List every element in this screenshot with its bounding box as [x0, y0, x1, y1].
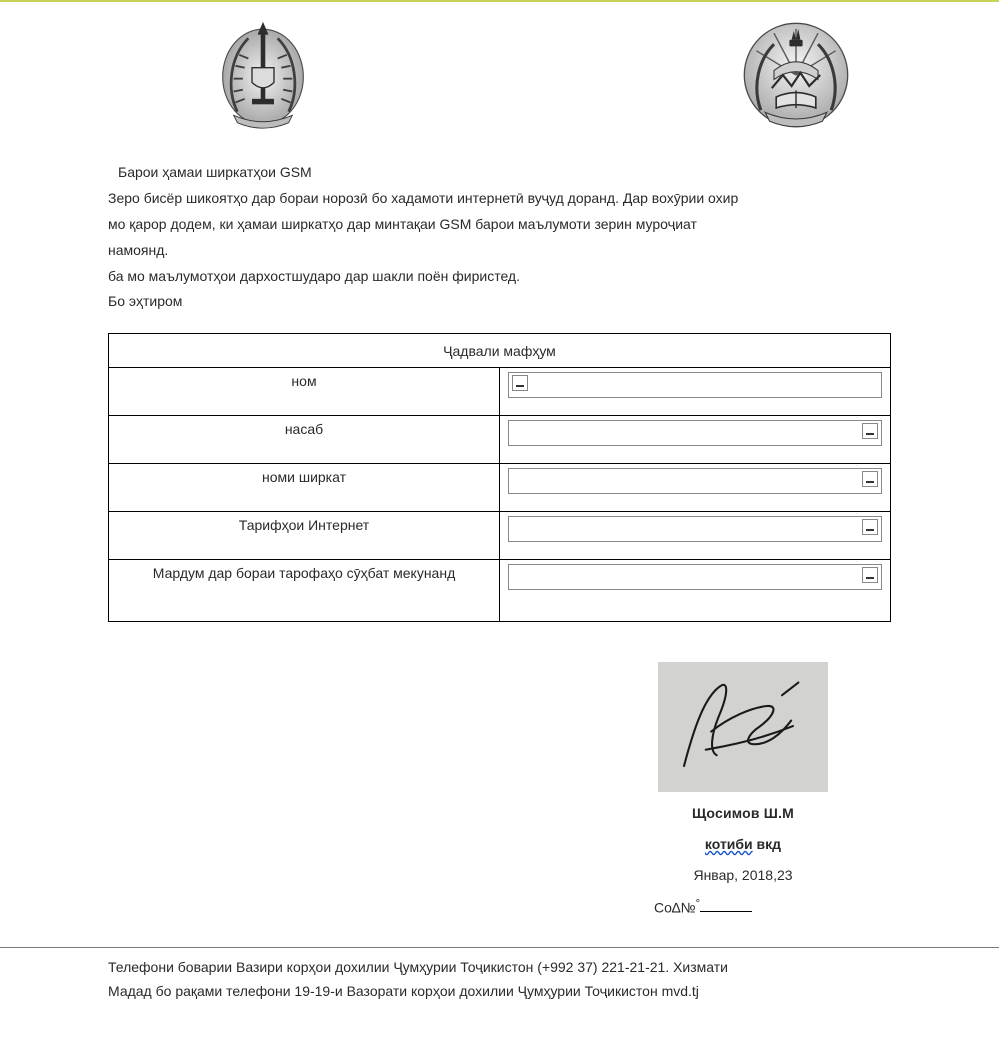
signature-code-label: Со∆№ — [654, 899, 695, 915]
field-handle-icon — [862, 423, 878, 439]
table-header-row: Ҷадвали мафҳум — [109, 334, 891, 368]
table-row: ном — [109, 368, 891, 416]
row-input-cell — [500, 368, 891, 416]
row-label: Тарифҳои Интернет — [109, 512, 500, 560]
table-row: Тарифҳои Интернет — [109, 512, 891, 560]
company-input[interactable] — [508, 468, 882, 494]
signatory-name: Щосимов Ш.М — [628, 798, 858, 829]
letter-body: Барои ҳамаи ширкатҳои GSM Зеро бисёр шик… — [108, 160, 891, 315]
surname-input[interactable] — [508, 420, 882, 446]
tariffs-input[interactable] — [508, 516, 882, 542]
row-input-cell — [500, 512, 891, 560]
row-label: насаб — [109, 416, 500, 464]
footer-rule — [0, 947, 999, 948]
body-line-3: мо қарор додем, ки ҳамаи ширкатҳо дар ми… — [108, 212, 891, 238]
footer-line-2: Мадад бо рақами телефони 19-19-и Вазорат… — [108, 980, 891, 1004]
body-line-5: ба мо маълумотҳои дархостшударо дар шакл… — [108, 264, 891, 290]
signature-date: Январ, 2018,23 — [628, 860, 858, 891]
header-logos — [108, 20, 891, 130]
form-table: Ҷадвали мафҳум ном насаб номи ширкат Тар… — [108, 333, 891, 622]
body-line-6: Бо эҳтиром — [108, 289, 891, 315]
row-label: Мардум дар бораи тарофаҳо сӯҳбат мекунан… — [109, 560, 500, 622]
table-row: номи ширкат — [109, 464, 891, 512]
signature-code: Со∆№° — [628, 891, 858, 923]
field-handle-icon — [862, 567, 878, 583]
footer-line-1: Телефони боварии Вазири корҳои дохилии Ҷ… — [108, 956, 891, 980]
body-line-2: Зеро бисёр шикоятҳо дар бораи норозӣ бо … — [108, 186, 891, 212]
left-emblem-icon — [208, 20, 318, 130]
footer: Телефони боварии Вазири корҳои дохилии Ҷ… — [0, 956, 999, 1022]
table-row: насаб — [109, 416, 891, 464]
row-input-cell — [500, 560, 891, 622]
table-row: Мардум дар бораи тарофаҳо сӯҳбат мекунан… — [109, 560, 891, 622]
body-line-4: намоянд. — [108, 238, 891, 264]
signature-image — [658, 662, 828, 792]
signatory-title-underlined: котиби — [705, 836, 753, 852]
row-input-cell — [500, 416, 891, 464]
signature-block: Щосимов Ш.М котиби вкд Январ, 2018,23 Со… — [628, 662, 858, 923]
row-label: номи ширкат — [109, 464, 500, 512]
name-input[interactable] — [508, 372, 882, 398]
feedback-input[interactable] — [508, 564, 882, 590]
field-handle-icon — [512, 375, 528, 391]
signatory-title: котиби вкд — [628, 829, 858, 860]
top-accent-rule — [0, 0, 999, 2]
document-page: Барои ҳамаи ширкатҳои GSM Зеро бисёр шик… — [0, 0, 999, 923]
right-emblem-icon — [741, 20, 851, 130]
signatory-title-rest: вкд — [753, 836, 781, 852]
table-title: Ҷадвали мафҳум — [109, 334, 891, 368]
body-line-1: Барои ҳамаи ширкатҳои GSM — [108, 160, 891, 186]
row-input-cell — [500, 464, 891, 512]
signature-code-blank — [700, 899, 752, 912]
field-handle-icon — [862, 471, 878, 487]
row-label: ном — [109, 368, 500, 416]
field-handle-icon — [862, 519, 878, 535]
